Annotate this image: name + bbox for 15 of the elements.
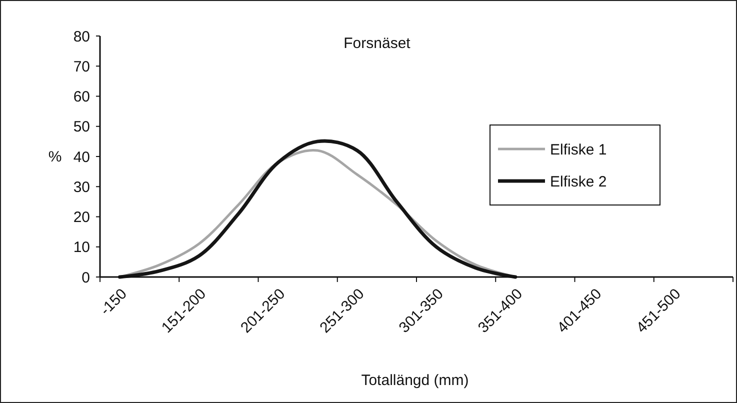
- x-tick-label: -150: [97, 286, 130, 319]
- y-tick-label: 0: [82, 269, 90, 286]
- x-axis-title: Totallängd (mm): [361, 372, 469, 389]
- y-tick-label: 10: [73, 239, 90, 256]
- legend-label: Elfiske 2: [550, 173, 607, 190]
- legend-label: Elfiske 1: [550, 141, 607, 158]
- y-tick-label: 60: [73, 88, 90, 106]
- y-tick-label: 50: [73, 118, 90, 136]
- y-tick-label: 20: [73, 209, 90, 226]
- y-tick-label: 80: [73, 28, 90, 46]
- y-tick-label: 40: [73, 148, 90, 166]
- y-tick-label: 30: [73, 178, 90, 196]
- y-tick-label: 70: [73, 58, 90, 76]
- chart-title: Forsnäset: [344, 35, 412, 52]
- y-axis-title: %: [48, 148, 62, 166]
